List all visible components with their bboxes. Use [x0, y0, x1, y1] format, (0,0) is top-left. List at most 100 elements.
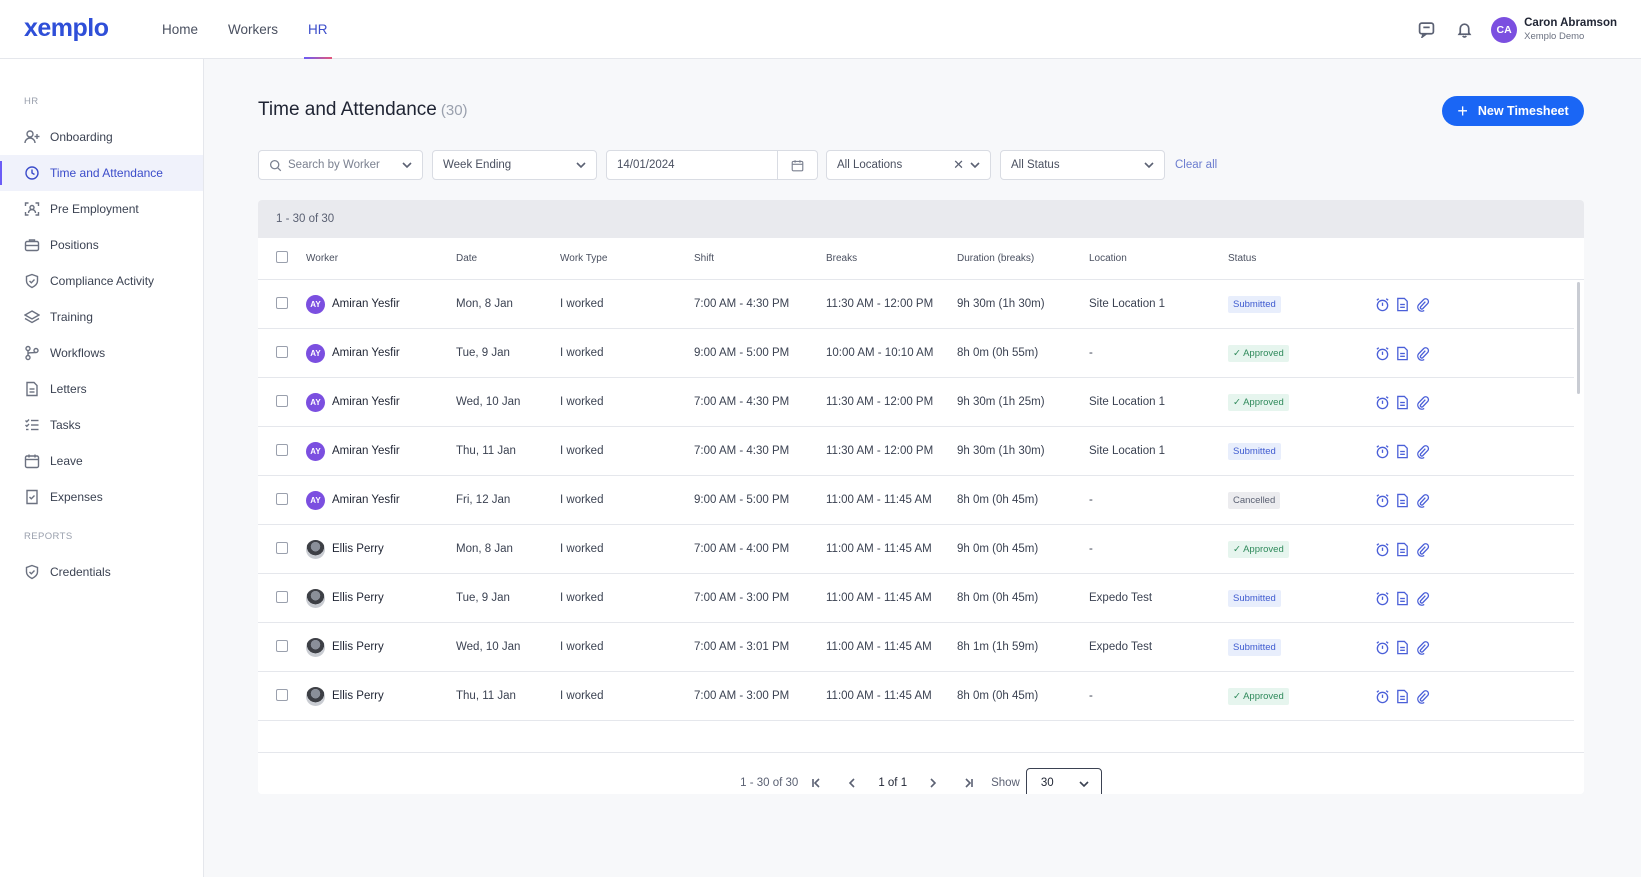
alarm-clock-icon[interactable]	[1375, 689, 1390, 704]
paperclip-icon[interactable]	[1415, 297, 1430, 312]
bell-icon[interactable]	[1453, 19, 1475, 41]
row-checkbox[interactable]	[276, 296, 288, 309]
sidebar-item-pre-employment[interactable]: Pre Employment	[0, 191, 203, 227]
worker-name[interactable]: Amiran Yesfir	[332, 298, 400, 310]
nav-home[interactable]: Home	[162, 22, 199, 37]
row-checkbox[interactable]	[276, 590, 288, 603]
row-checkbox[interactable]	[276, 443, 288, 456]
clear-all-link[interactable]: Clear all	[1175, 159, 1218, 171]
sidebar-item-leave[interactable]: Leave	[0, 443, 203, 479]
sidebar-item-credentials[interactable]: Credentials	[0, 554, 203, 590]
header-location[interactable]: Location	[1089, 253, 1127, 264]
worker-name[interactable]: Ellis Perry	[332, 592, 384, 604]
sidebar-item-tasks[interactable]: Tasks	[0, 407, 203, 443]
row-checkbox[interactable]	[276, 541, 288, 554]
worker-name[interactable]: Ellis Perry	[332, 690, 384, 702]
user-avatar[interactable]: CA	[1491, 16, 1518, 43]
table-row[interactable]: Ellis Perry Thu, 11 Jan I worked 7:00 AM - …	[258, 672, 1574, 721]
header-shift[interactable]: Shift	[694, 253, 715, 264]
paperclip-icon[interactable]	[1415, 493, 1430, 508]
table-row[interactable]: AY Amiran Yesfir Tue, 9 Jan I worked 9:00 AM…	[258, 329, 1574, 378]
calendar-button[interactable]	[778, 150, 818, 180]
next-page-button[interactable]	[923, 773, 943, 793]
sidebar-item-workflows[interactable]: Workflows	[0, 335, 203, 371]
worker-name[interactable]: Ellis Perry	[332, 641, 384, 653]
prev-page-button[interactable]	[842, 773, 862, 793]
xemplo-logo[interactable]: xemplo	[24, 14, 109, 42]
alarm-clock-icon[interactable]	[1375, 444, 1390, 459]
alarm-clock-icon[interactable]	[1375, 542, 1390, 557]
new-timesheet-button[interactable]: + New Timesheet	[1442, 96, 1584, 126]
header-status[interactable]: Status	[1228, 253, 1257, 264]
worker-name[interactable]: Amiran Yesfir	[332, 494, 400, 506]
table-row[interactable]: AY Amiran Yesfir Thu, 11 Jan I worked 7:00 A…	[258, 427, 1574, 476]
document-icon[interactable]	[1395, 297, 1410, 312]
row-checkbox[interactable]	[276, 394, 288, 407]
paperclip-icon[interactable]	[1415, 395, 1430, 410]
week-ending-select[interactable]: Week Ending	[432, 150, 597, 180]
document-icon[interactable]	[1395, 493, 1410, 508]
nav-hr[interactable]: HR	[296, 0, 340, 59]
row-checkbox[interactable]	[276, 492, 288, 505]
header-date[interactable]: Date	[456, 253, 478, 264]
search-worker-input[interactable]: Search by Worker	[258, 150, 423, 180]
alarm-clock-icon[interactable]	[1375, 297, 1390, 312]
alarm-clock-icon[interactable]	[1375, 395, 1390, 410]
sidebar-item-expenses[interactable]: Expenses	[0, 479, 203, 515]
row-checkbox[interactable]	[276, 345, 288, 358]
table-row[interactable]: Ellis Perry Tue, 9 Jan I worked 7:00 AM - 3…	[258, 574, 1574, 623]
row-checkbox[interactable]	[276, 639, 288, 652]
sidebar-item-time-and-attendance[interactable]: Time and Attendance	[0, 155, 203, 191]
alarm-clock-icon[interactable]	[1375, 493, 1390, 508]
paperclip-icon[interactable]	[1415, 542, 1430, 557]
document-icon[interactable]	[1395, 591, 1410, 606]
user-menu[interactable]: Caron Abramson Xemplo Demo	[1524, 17, 1617, 42]
table-row[interactable]: AY Amiran Yesfir Mon, 8 Jan I worked 7:00 AM…	[258, 280, 1574, 329]
alarm-clock-icon[interactable]	[1375, 346, 1390, 361]
document-icon[interactable]	[1395, 689, 1410, 704]
alarm-clock-icon[interactable]	[1375, 640, 1390, 655]
header-worker[interactable]: Worker	[306, 253, 339, 264]
paperclip-icon[interactable]	[1415, 591, 1430, 606]
sidebar-item-training[interactable]: Training	[0, 299, 203, 335]
chat-icon[interactable]	[1415, 19, 1437, 41]
worker-name[interactable]: Ellis Perry	[332, 543, 384, 555]
document-icon[interactable]	[1395, 395, 1410, 410]
header-duration[interactable]: Duration (breaks)	[957, 253, 1035, 264]
first-page-button[interactable]	[806, 773, 826, 793]
status-select[interactable]: All Status	[1000, 150, 1165, 180]
document-icon[interactable]	[1395, 640, 1410, 655]
paperclip-icon[interactable]	[1415, 640, 1430, 655]
sidebar-item-compliance-activity[interactable]: Compliance Activity	[0, 263, 203, 299]
sidebar-item-positions[interactable]: Positions	[0, 227, 203, 263]
search-placeholder: Search by Worker	[288, 159, 380, 171]
paperclip-icon[interactable]	[1415, 346, 1430, 361]
row-checkbox[interactable]	[276, 688, 288, 701]
sidebar-item-letters[interactable]: Letters	[0, 371, 203, 407]
worker-name[interactable]: Amiran Yesfir	[332, 396, 400, 408]
table-row[interactable]: Ellis Perry Mon, 8 Jan I worked 7:00 AM - 4…	[258, 525, 1574, 574]
document-icon[interactable]	[1395, 444, 1410, 459]
document-icon[interactable]	[1395, 346, 1410, 361]
page-size-select[interactable]: 30	[1025, 767, 1102, 794]
worker-name[interactable]: Amiran Yesfir	[332, 445, 400, 457]
paperclip-icon[interactable]	[1415, 689, 1430, 704]
nav-workers[interactable]: Workers	[228, 22, 279, 37]
clear-icon[interactable]: ✕	[953, 157, 964, 172]
sidebar-item-label: Letters	[50, 382, 87, 396]
paperclip-icon[interactable]	[1415, 444, 1430, 459]
date-input[interactable]: 14/01/2024	[606, 150, 778, 180]
location-select[interactable]: All Locations ✕	[826, 150, 991, 180]
worker-name[interactable]: Amiran Yesfir	[332, 347, 400, 359]
document-icon[interactable]	[1395, 542, 1410, 557]
select-all-checkbox[interactable]	[276, 251, 288, 263]
last-page-button[interactable]	[959, 773, 979, 793]
alarm-clock-icon[interactable]	[1375, 591, 1390, 606]
sidebar-item-onboarding[interactable]: Onboarding	[0, 119, 203, 155]
table-row[interactable]: AY Amiran Yesfir Wed, 10 Jan I worked 7:00 A…	[258, 378, 1574, 427]
header-work-type[interactable]: Work Type	[560, 253, 608, 264]
header-breaks[interactable]: Breaks	[826, 253, 858, 264]
table-row[interactable]: Ellis Perry Wed, 10 Jan I worked 7:00 AM - …	[258, 623, 1574, 672]
table-scrollbar[interactable]	[1577, 282, 1580, 394]
table-row[interactable]: AY Amiran Yesfir Fri, 12 Jan I worked 9:00 A…	[258, 476, 1574, 525]
